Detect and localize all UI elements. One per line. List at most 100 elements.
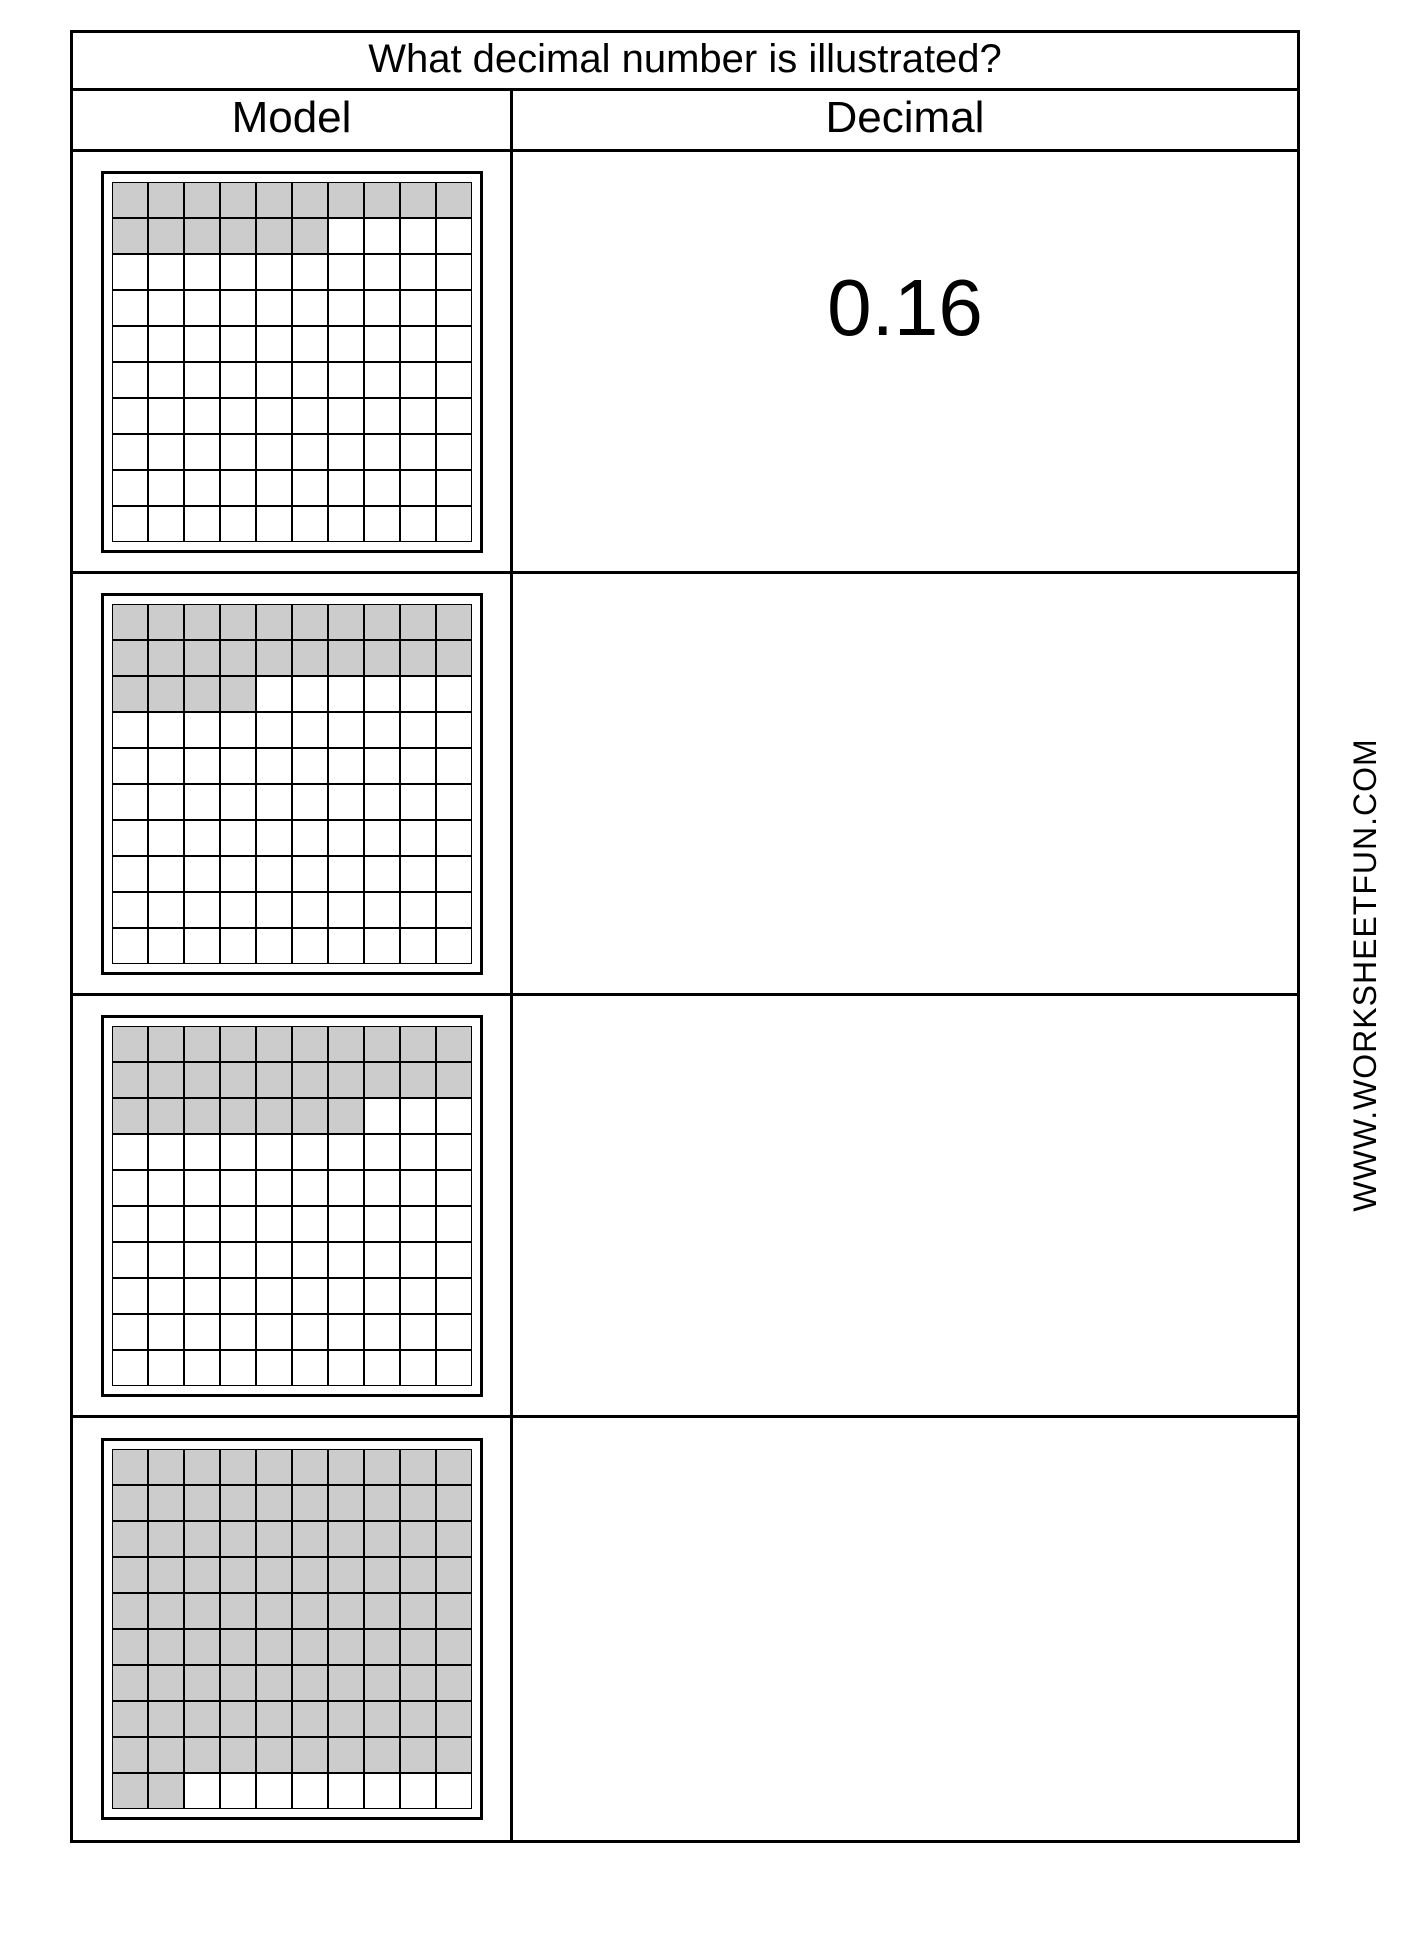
grid-cell-shaded [256,1062,292,1098]
grid-cell [148,434,184,470]
grid-cell [400,362,436,398]
grid-cell [184,712,220,748]
grid-cell [256,748,292,784]
grid-cell-shaded [292,1629,328,1665]
grid-cell [364,1206,400,1242]
grid-cell-shaded [328,1737,364,1773]
grid-cell-shaded [436,1485,472,1521]
grid-cell-shaded [436,1737,472,1773]
grid-cell-shaded [400,1449,436,1485]
grid-cell-shaded [184,640,220,676]
grid-cell [400,1242,436,1278]
grid-cell [220,326,256,362]
grid-cell [364,928,400,964]
grid-cell-shaded [436,1521,472,1557]
table-row [73,996,1297,1418]
grid-cell [328,434,364,470]
grid-cell [292,506,328,542]
grid-cell-shaded [112,1098,148,1134]
grid-cell [328,362,364,398]
decimal-cell [513,574,1297,993]
grid-cell [364,398,400,434]
grid-cell [256,470,292,506]
grid-cell [184,434,220,470]
grid-cell [328,712,364,748]
table-row [73,574,1297,996]
grid-cell [220,1134,256,1170]
grid-cell-shaded [256,1098,292,1134]
grid-cell [220,748,256,784]
grid-cell [292,928,328,964]
grid-cell-shaded [220,182,256,218]
grid-cell [400,470,436,506]
grid-cell [148,398,184,434]
grid-cell [256,784,292,820]
grid-cell-shaded [112,640,148,676]
grid-cell-shaded [400,1485,436,1521]
grid-cell [292,1206,328,1242]
grid-cell [364,892,400,928]
hundred-grid [101,1438,483,1820]
grid-cell [112,928,148,964]
worksheet-page: What decimal number is illustrated? Mode… [70,30,1300,1843]
grid-cell-shaded [364,640,400,676]
grid-cell-shaded [148,604,184,640]
grid-cell-shaded [220,1521,256,1557]
grid-cell [364,712,400,748]
grid-cell [292,784,328,820]
grid-cell-shaded [184,1665,220,1701]
grid-cell-shaded [364,604,400,640]
grid-cell-shaded [256,1665,292,1701]
grid-cell-shaded [112,218,148,254]
grid-cell [436,1098,472,1134]
grid-cell-shaded [436,1026,472,1062]
grid-cell-shaded [436,640,472,676]
grid-cell-shaded [436,1593,472,1629]
grid-cell [364,506,400,542]
grid-cell [148,892,184,928]
grid-cell [436,362,472,398]
grid-cell [184,254,220,290]
grid-cell [328,1170,364,1206]
grid-cell [436,676,472,712]
grid-cell [436,856,472,892]
grid-cell-shaded [400,640,436,676]
grid-cell [220,254,256,290]
grid-cell [364,290,400,326]
grid-cell [220,1206,256,1242]
grid-cell [364,434,400,470]
grid-cell-shaded [292,182,328,218]
grid-cell-shaded [256,1521,292,1557]
grid-cell [148,1134,184,1170]
worksheet-title: What decimal number is illustrated? [73,33,1297,91]
grid-cell [328,1278,364,1314]
grid-cell [220,290,256,326]
grid-cell [256,1278,292,1314]
grid-cell [364,676,400,712]
grid-cell [220,470,256,506]
grid-cell-shaded [112,1062,148,1098]
grid-cell [256,892,292,928]
grid-cell-shaded [112,604,148,640]
grid-cell [184,398,220,434]
grid-cell-shaded [184,1062,220,1098]
grid-cell-shaded [148,218,184,254]
grid-cell-shaded [112,1737,148,1773]
grid-cell [400,1206,436,1242]
grid-cell-shaded [256,1026,292,1062]
model-cell [73,996,513,1415]
grid-cell-shaded [328,1485,364,1521]
grid-cell [400,1278,436,1314]
grid-cell [364,820,400,856]
grid [112,182,472,542]
grid-cell-shaded [184,1629,220,1665]
grid [112,604,472,964]
grid-cell [220,1278,256,1314]
grid-cell [292,362,328,398]
grid-cell-shaded [148,1449,184,1485]
grid-cell [220,712,256,748]
grid-cell-shaded [220,640,256,676]
grid-cell [256,928,292,964]
grid-cell-shaded [292,1485,328,1521]
grid-cell-shaded [292,218,328,254]
